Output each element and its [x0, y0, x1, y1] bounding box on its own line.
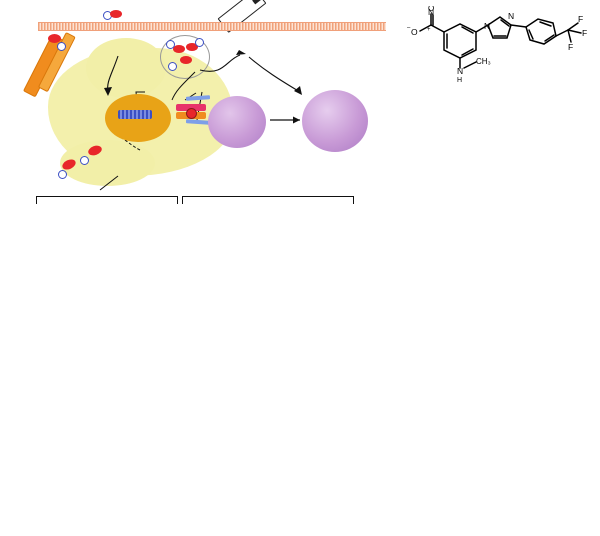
internal-adjuvant-icon [80, 156, 89, 165]
adaptive-bracket [182, 196, 354, 204]
complex-antigen-3 [180, 56, 192, 64]
internal-adjuvant-icon-2 [58, 170, 67, 179]
panel-a-schematic [0, 0, 388, 228]
dna-icon [118, 110, 152, 119]
complex-adjuvant-1 [166, 40, 175, 49]
nitro-nitrogen-atom: N [428, 7, 434, 17]
membrane-icon [38, 22, 386, 31]
imidazole-n3-atom: N [508, 11, 514, 21]
imidazole-n1-atom: N [484, 21, 490, 31]
adjuvant-bound-icon [57, 42, 66, 51]
nitro-plus-charge: + [427, 27, 431, 33]
complex-adjuvant-3 [168, 62, 177, 71]
panel-b-structure: N O O – + N N N H CH₃ F F F [388, 0, 600, 96]
mhc-bar [176, 104, 206, 111]
naive-t-cell-shape [208, 96, 266, 148]
mhc-peptide-icon [186, 108, 197, 119]
nitro-oxygen-atom-2: O [428, 6, 434, 13]
nitro-oxygen-atom-1: O [411, 27, 418, 37]
fluorine-atom-3: F [568, 42, 573, 52]
complex-adjuvant-2 [195, 38, 204, 47]
apc-lobe-top [86, 38, 166, 98]
antigen-bound-icon [48, 34, 61, 43]
antigen-icon [110, 10, 122, 18]
amine-nitrogen-atom: N [457, 66, 463, 76]
complex-antigen-1 [173, 45, 185, 53]
fluorine-atom-2: F [582, 28, 587, 38]
cu-t12-9-structure-icon: N O O – + N N N H CH₃ F F F [407, 6, 587, 82]
innate-bracket [36, 196, 178, 204]
nitro-minus-charge: – [407, 25, 411, 31]
naive-t-inline-text [208, 105, 266, 116]
effector-t-cell-shape [302, 90, 368, 152]
methyl-group-atom: CH₃ [476, 57, 491, 66]
amine-hydrogen-atom: H [457, 77, 462, 82]
tlr-recognize-text [6, 56, 64, 77]
fluorine-atom-1: F [578, 14, 583, 24]
complex-antigen-2 [186, 43, 198, 51]
